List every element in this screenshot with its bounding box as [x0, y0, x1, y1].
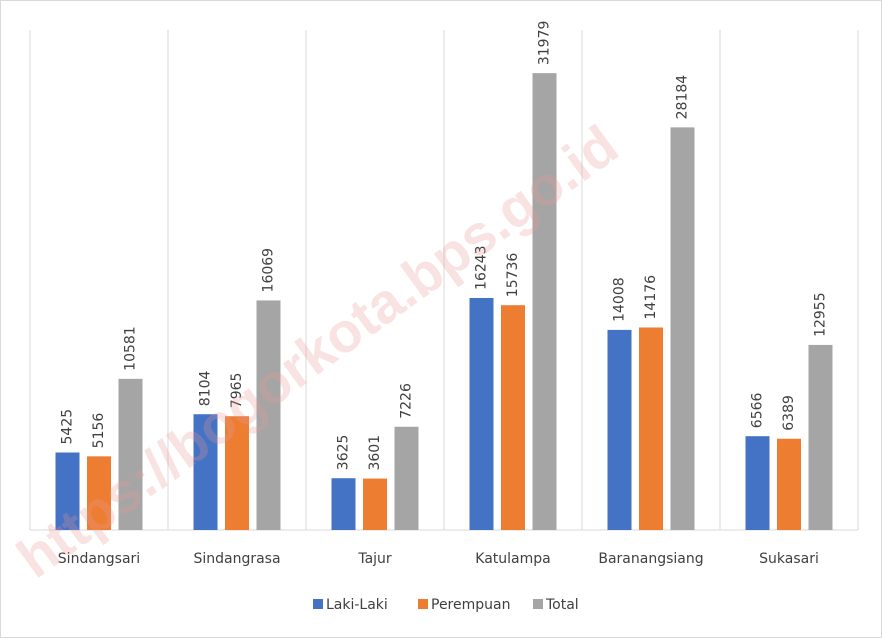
x-tick-label: Sukasari [759, 551, 819, 567]
value-label: 14008 [612, 277, 628, 322]
x-tick-label: Baranangsiang [598, 551, 703, 567]
bar [469, 297, 494, 530]
bar [118, 378, 143, 530]
bar [193, 414, 218, 530]
bar [87, 456, 111, 530]
bar [607, 329, 632, 530]
value-label: 10581 [123, 326, 139, 371]
legend-label: Perempuan [431, 597, 510, 613]
value-label: 7965 [229, 373, 245, 409]
legend-label: Total [545, 597, 579, 613]
value-label: 15736 [505, 253, 521, 298]
bar [639, 327, 663, 530]
bar [808, 344, 833, 530]
value-label: 3601 [367, 435, 383, 471]
x-tick-label: Sindangrasa [193, 551, 280, 567]
value-label: 8104 [198, 371, 214, 407]
value-label: 5425 [60, 409, 76, 445]
value-label: 7226 [399, 383, 415, 419]
x-tick-label: Katulampa [475, 551, 550, 567]
value-label: 3625 [336, 435, 352, 471]
value-label: 6566 [750, 392, 766, 428]
legend-swatch [533, 599, 543, 609]
bar [256, 300, 281, 530]
value-label: 28184 [675, 75, 691, 120]
bar [501, 305, 525, 530]
value-label: 16243 [474, 245, 490, 290]
value-label: 5156 [91, 413, 107, 449]
value-label: 14176 [643, 275, 659, 320]
value-label: 12955 [813, 292, 829, 337]
bar [670, 127, 695, 530]
bar [777, 438, 801, 530]
x-tick-label: Sindangsari [58, 551, 140, 567]
value-label: 6389 [781, 395, 797, 431]
x-tick-label: Tajur [357, 551, 392, 567]
bar [55, 452, 80, 530]
legend-swatch [418, 599, 428, 609]
bar [331, 478, 356, 530]
bar [745, 436, 770, 530]
bar [532, 73, 557, 531]
bar [225, 416, 249, 530]
bar [363, 478, 387, 530]
bar [394, 426, 419, 530]
legend-label: Laki-Laki [326, 597, 388, 613]
value-label: 31979 [537, 21, 553, 66]
value-label: 16069 [261, 248, 277, 293]
legend-swatch [313, 599, 323, 609]
